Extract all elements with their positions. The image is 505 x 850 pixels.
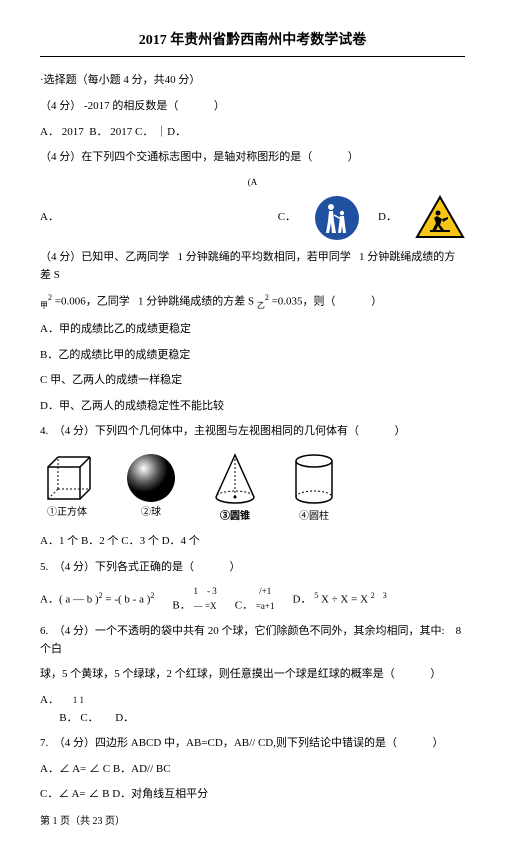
q3-sup2: 2 xyxy=(265,293,269,302)
q5-d-val: X ÷ X = X xyxy=(321,594,368,606)
question-3: （4 分）已知甲、乙两同学 1 分钟跳绳的平均数相同，若甲同学 1 分钟跳绳成绩… xyxy=(40,249,465,284)
q6-b: B． xyxy=(59,712,77,724)
sphere-icon xyxy=(124,451,178,505)
q5-c-den: =a+1 xyxy=(256,601,275,611)
question-6: 6. （4 分）一个不透明的袋中共有 20 个球，它们除颜色不同外，其余均相同，… xyxy=(40,623,465,658)
q5-b-den: — =X xyxy=(194,601,217,611)
opt-a-label: A． xyxy=(40,209,59,227)
opt-b-label: B． xyxy=(89,126,107,138)
q5-d: D． xyxy=(293,594,312,606)
q5-b-num: 1 - 3 xyxy=(194,586,217,596)
question-1: （4 分） -2017 的相反数是（ ） xyxy=(40,98,465,116)
cone-item: ③圆锥 xyxy=(208,451,262,525)
q5-d-sup: 5 xyxy=(314,591,318,600)
q5-text: 5. （4 分）下列各式正确的是（ xyxy=(40,561,194,573)
q1-close: ） xyxy=(214,100,225,112)
opt-a-val: 2017 xyxy=(62,126,84,138)
opt-bc-val: 2017 C． xyxy=(110,126,153,138)
q5-a2-sup: 2 xyxy=(150,591,154,600)
q3-l2c: =0.035，则（ xyxy=(272,296,336,308)
question-2: （4 分）在下列四个交通标志图中，是轴对称图形的是（ ） xyxy=(40,149,465,167)
q3-l2a: =0.006，乙同学 xyxy=(55,296,130,308)
q7-line2: A．∠ A= ∠ C B．AD// BC xyxy=(40,761,465,779)
q3-optA: A．甲的成绩比乙的成绩更稳定 xyxy=(40,321,465,339)
q4-text: 4. （4 分）下列四个几何体中，主视图与左视图相同的几何体有（ xyxy=(40,425,359,437)
q3-l1a: （4 分）已知甲、乙两同学 xyxy=(40,251,169,263)
cone-label: ③圆锥 xyxy=(208,509,262,525)
q6-frac: 1 1 xyxy=(73,695,84,705)
q1-options: A． 2017 B． 2017 C． ｜D． xyxy=(40,124,465,142)
q6-options: A． 1 1 B． C． D． xyxy=(40,692,465,727)
cylinder-item: ④圆柱 xyxy=(292,451,336,525)
q6-c: C． xyxy=(80,712,98,724)
q5-d-sup2: 2 3 xyxy=(371,591,387,600)
q1-text: -2017 的相反数是（ xyxy=(84,100,178,112)
q4-geoms: ①正方体 ②球 ③圆锥 xyxy=(40,451,465,525)
q5-c-num: /+1 xyxy=(259,586,271,596)
q2-sub: (A xyxy=(40,175,465,189)
pedestrian-sign-icon xyxy=(314,195,360,241)
opt-rest: ｜D． xyxy=(156,126,186,138)
cylinder-label: ④圆柱 xyxy=(292,509,336,525)
cube-icon xyxy=(40,451,94,505)
q3-optD: D．甲、乙两人的成绩稳定性不能比较 xyxy=(40,398,465,416)
q3-optC: C 甲、乙两人的成绩一样稳定 xyxy=(40,372,465,390)
q3-optB: B．乙的成绩比甲的成绩更稳定 xyxy=(40,347,465,365)
section-header: ·选择题（每小题 4 分，共40 分） xyxy=(40,72,465,90)
question-5: 5. （4 分）下列各式正确的是（ ） xyxy=(40,559,465,577)
question-3-line2: 甲2 =0.006，乙同学 1 分钟跳绳成绩的方差 S 乙2 =0.035，则（… xyxy=(40,292,465,313)
question-6-line2: 球，5 个黄球，5 个绿球，2 个红球，则任意摸出一个球是红球的概率是（ ） xyxy=(40,666,465,684)
exam-title: 2017 年贵州省黔西南州中考数学试卷 xyxy=(40,30,465,57)
q4-close: ） xyxy=(395,425,406,437)
q3-l2b: 1 分钟跳绳成绩的方差 S xyxy=(138,296,254,308)
q2-text: （4 分）在下列四个交通标志图中，是轴对称图形的是（ xyxy=(40,151,312,163)
q4-options: A．1 个 B．2 个 C．3 个 D．4 个 xyxy=(40,533,465,551)
q7-text: 7. （4 分）四边形 ABCD 中，AB=CD，AB// CD,则下列结论中错… xyxy=(40,737,397,749)
q3-l1b: 1 分钟跳绳的平均数相同，若甲同学 xyxy=(178,251,351,263)
page-footer: 第 1 页（共 23 页） xyxy=(40,814,465,830)
q6-close: ） xyxy=(430,668,441,680)
q5-b: B． xyxy=(172,600,190,612)
q5-a2: = -( b - a ) xyxy=(105,594,150,606)
q3-close: ） xyxy=(371,296,382,308)
q3-sup1: 2 xyxy=(48,293,52,302)
sphere-item: ②球 xyxy=(124,451,178,521)
q3-sub1: 甲 xyxy=(40,301,48,310)
q5-a-sup: 2 xyxy=(99,591,103,600)
opt-d-label: D． xyxy=(378,209,397,227)
cube-label: ①正方体 xyxy=(40,505,94,521)
q3-sub2: 乙 xyxy=(257,301,265,310)
opt-a-label: A． xyxy=(40,126,59,138)
q5-formulas: A．( a — b )2 = -( b - a )2 B． 1 - 3 — =X… xyxy=(40,584,465,615)
q2-shapes: A． C． D． xyxy=(40,195,465,241)
q7-line3: C．∠ A= ∠ B D．对角线互相平分 xyxy=(40,786,465,804)
question-7: 7. （4 分）四边形 ABCD 中，AB=CD，AB// CD,则下列结论中错… xyxy=(40,735,465,753)
q5-close: ） xyxy=(230,561,241,573)
q7-close: ） xyxy=(433,737,444,749)
question-4: 4. （4 分）下列四个几何体中，主视图与左视图相同的几何体有（ ） xyxy=(40,423,465,441)
q1-points: （4 分） xyxy=(40,100,81,112)
sphere-label: ②球 xyxy=(124,505,178,521)
q6-a: A． xyxy=(40,694,59,706)
q2-close: ） xyxy=(348,151,359,163)
q5-c: C． xyxy=(235,600,253,612)
warning-sign-icon xyxy=(415,195,465,241)
cone-icon xyxy=(208,451,262,509)
cylinder-icon xyxy=(292,451,336,509)
q5-a: A．( a — b ) xyxy=(40,594,99,606)
q6-l1: 6. （4 分）一个不透明的袋中共有 20 个球，它们除颜色不同外，其余均相同，… xyxy=(40,625,445,637)
opt-c-label: C． xyxy=(278,209,296,227)
q6-l2: 球，5 个黄球，5 个绿球，2 个红球，则任意摸出一个球是红球的概率是（ xyxy=(40,668,395,680)
q6-d: D． xyxy=(115,712,134,724)
cube-item: ①正方体 xyxy=(40,451,94,521)
